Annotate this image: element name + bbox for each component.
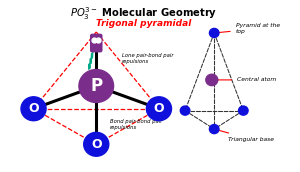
Text: Bond pair-bond pair
repulsions: Bond pair-bond pair repulsions bbox=[110, 119, 162, 130]
Text: $PO_3^{3-}$ Molecular Geometry: $PO_3^{3-}$ Molecular Geometry bbox=[70, 5, 218, 22]
Text: P: P bbox=[90, 77, 102, 95]
Circle shape bbox=[84, 132, 109, 156]
FancyBboxPatch shape bbox=[90, 34, 103, 52]
Text: Pyramid at the
top: Pyramid at the top bbox=[217, 23, 280, 34]
Circle shape bbox=[180, 106, 190, 115]
Circle shape bbox=[79, 69, 114, 103]
Circle shape bbox=[238, 106, 248, 115]
Text: O: O bbox=[28, 102, 39, 115]
Text: Trigonal pyramidal: Trigonal pyramidal bbox=[96, 19, 192, 28]
Text: Central atom: Central atom bbox=[214, 77, 276, 82]
Circle shape bbox=[209, 125, 219, 134]
Circle shape bbox=[209, 28, 219, 37]
Circle shape bbox=[21, 97, 46, 121]
Text: Lone pair-bond pair
repulsions: Lone pair-bond pair repulsions bbox=[122, 53, 173, 64]
Text: O: O bbox=[91, 138, 102, 151]
Text: O: O bbox=[154, 102, 164, 115]
Circle shape bbox=[206, 74, 218, 86]
Circle shape bbox=[146, 97, 172, 121]
Text: Triangular base: Triangular base bbox=[217, 130, 274, 142]
